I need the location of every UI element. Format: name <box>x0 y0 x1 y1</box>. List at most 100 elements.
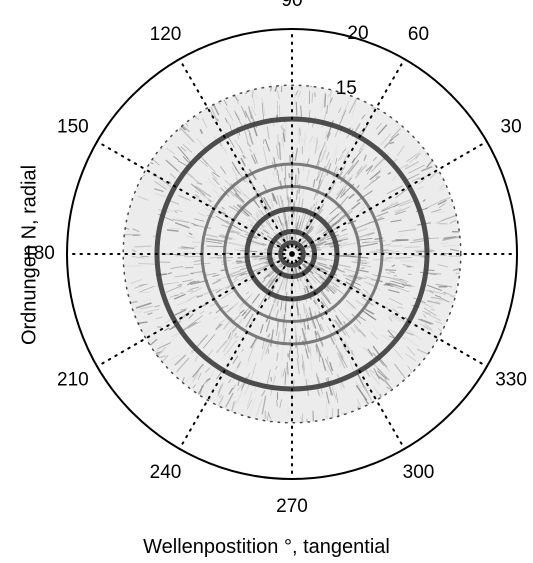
x-axis-label: Wellenpostition °, tangential <box>143 536 390 558</box>
noise-mark <box>390 219 402 223</box>
noise-mark <box>193 116 200 120</box>
noise-mark <box>439 183 445 190</box>
noise-mark <box>305 348 309 359</box>
noise-mark <box>227 270 242 276</box>
noise-mark <box>239 309 245 315</box>
noise-mark <box>377 124 388 136</box>
noise-mark <box>128 295 131 298</box>
noise-mark <box>397 233 404 238</box>
noise-mark <box>226 236 236 240</box>
noise-mark <box>147 312 153 316</box>
angle-grid-line <box>291 58 406 255</box>
noise-mark <box>331 214 346 227</box>
noise-mark <box>400 260 418 262</box>
noise-mark <box>225 323 236 336</box>
noise-mark <box>246 142 252 148</box>
noise-mark <box>435 220 443 224</box>
noise-mark <box>297 90 302 98</box>
noise-mark <box>171 331 180 338</box>
noise-mark <box>339 193 346 199</box>
noise-mark <box>196 334 208 348</box>
noise-mark <box>370 331 378 340</box>
noise-mark <box>266 126 270 140</box>
noise-mark <box>135 302 152 309</box>
noise-mark <box>194 190 200 194</box>
noise-mark <box>205 369 215 386</box>
angle-tick-label: 330 <box>495 370 527 391</box>
noise-mark <box>209 303 216 307</box>
noise-mark <box>264 138 271 152</box>
noise-mark <box>328 300 332 305</box>
noise-mark <box>239 318 246 325</box>
angle-grid-line <box>178 253 293 450</box>
noise-mark <box>411 177 420 183</box>
noise-mark <box>391 264 396 267</box>
noise-mark <box>180 126 187 131</box>
noise-mark <box>329 97 333 104</box>
noise-mark <box>356 166 363 175</box>
noise-mark <box>186 172 201 185</box>
noise-mark <box>362 288 369 293</box>
noise-mark <box>134 245 152 248</box>
noise-mark <box>426 284 443 292</box>
noise-mark <box>269 272 277 281</box>
noise-mark <box>376 211 389 218</box>
noise-mark <box>324 131 328 139</box>
noise-mark <box>303 287 307 294</box>
noise-mark <box>166 229 179 232</box>
noise-mark <box>361 114 366 120</box>
noise-mark <box>429 290 434 294</box>
noise-mark <box>360 264 372 268</box>
noise-mark <box>361 309 377 321</box>
noise-mark <box>238 145 244 154</box>
noise-mark <box>259 233 267 238</box>
noise-mark <box>320 150 326 163</box>
noise-mark <box>251 273 267 287</box>
noise-mark <box>342 345 348 353</box>
noise-mark <box>178 160 189 167</box>
noise-mark <box>251 293 261 304</box>
noise-mark <box>314 141 318 154</box>
noise-mark <box>207 349 214 358</box>
noise-mark <box>331 387 337 400</box>
noise-mark <box>140 255 149 258</box>
noise-mark <box>182 279 193 283</box>
noise-mark <box>189 286 199 291</box>
noise-mark <box>398 228 417 233</box>
noise-mark <box>391 313 406 323</box>
noise-mark <box>286 362 288 371</box>
noise-mark <box>142 328 151 335</box>
order-ring <box>278 240 306 268</box>
noise-mark <box>295 331 298 342</box>
noise-mark <box>358 269 369 273</box>
noise-mark <box>315 179 323 196</box>
noise-mark <box>341 228 347 232</box>
noise-mark <box>301 198 304 208</box>
noise-mark <box>452 268 461 272</box>
noise-mark <box>224 220 230 223</box>
noise-mark <box>318 170 321 179</box>
noise-mark <box>338 309 350 322</box>
noise-mark <box>319 349 323 353</box>
noise-mark <box>296 215 300 231</box>
noise-mark <box>431 308 436 311</box>
noise-mark <box>423 307 437 317</box>
noise-mark <box>276 145 279 159</box>
noise-mark <box>393 277 409 283</box>
noise-mark <box>297 167 300 174</box>
noise-mark <box>427 289 446 295</box>
noise-mark <box>243 193 251 200</box>
noise-mark <box>276 90 281 100</box>
noise-mark <box>197 372 202 381</box>
noise-mark <box>267 411 270 421</box>
noise-mark <box>416 348 429 355</box>
noise-mark <box>261 242 267 245</box>
noise-mark <box>388 282 405 289</box>
noise-mark <box>369 369 376 374</box>
noise-mark <box>255 398 263 417</box>
angle-grid-line <box>96 140 293 255</box>
noise-mark <box>358 329 366 339</box>
noise-mark <box>267 279 274 288</box>
noise-mark <box>404 164 409 168</box>
noise-mark <box>138 285 155 293</box>
